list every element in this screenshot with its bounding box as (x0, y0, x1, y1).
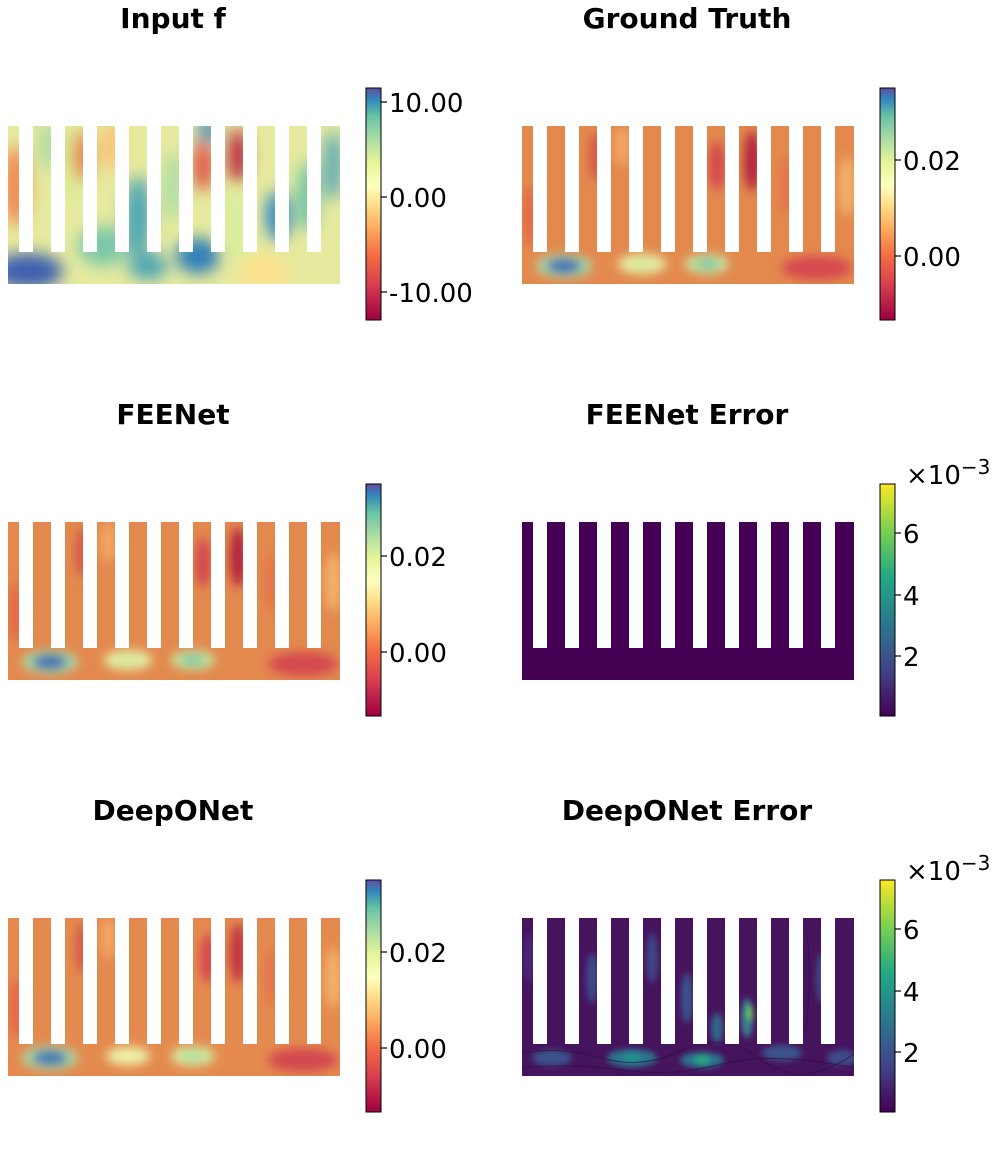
colorbar-input-f: 10.00 0.00 -10.00 (365, 87, 473, 321)
colorbar-deeponet: 0.02 0.00 (365, 879, 447, 1113)
cbar1-tick-0: 10.00 (389, 89, 463, 119)
cbar2-tick-0: 0.02 (903, 147, 961, 177)
cbar2-tick-1: 0.00 (903, 243, 961, 273)
cbar4-tick-2: 2 (903, 643, 920, 673)
title-input-f: Input f (120, 2, 226, 35)
colorbar-feenet: 0.02 0.00 (365, 483, 447, 717)
cbar6-tick-0: 6 (903, 916, 920, 946)
title-deeponet-error: DeepONet Error (561, 794, 813, 827)
cbar4-tick-0: 6 (903, 520, 920, 550)
cbar1-tick-2: -10.00 (389, 279, 473, 309)
plot-input-f (8, 126, 340, 284)
cbar1-tick-1: 0.00 (389, 184, 447, 214)
cbar6-tick-1: 4 (903, 978, 920, 1008)
cbar6-tick-2: 2 (903, 1039, 920, 1069)
svg-text:×10−3: ×10−3 (906, 456, 990, 491)
cbar4-exponent: ×10 (906, 461, 961, 491)
cbar4-exponent-power: −3 (961, 456, 990, 479)
cbar5-tick-1: 0.00 (389, 1035, 447, 1065)
title-ground-truth: Ground Truth (582, 2, 792, 35)
cbar3-tick-1: 0.00 (389, 639, 447, 669)
colorbar-feenet-error: ×10−3 6 4 2 (879, 456, 990, 717)
plot-deeponet-error (522, 918, 854, 1076)
svg-text:×10−3: ×10−3 (906, 852, 990, 887)
cbar5-tick-0: 0.02 (389, 939, 447, 969)
plot-ground-truth (522, 126, 854, 284)
cbar4-tick-1: 4 (903, 582, 920, 612)
colorbar-deeponet-error: ×10−3 6 4 2 (879, 852, 990, 1113)
title-feenet: FEENet (116, 398, 230, 431)
colorbar-ground-truth: 0.02 0.00 (879, 87, 961, 321)
plot-deeponet (8, 918, 340, 1076)
cbar3-tick-0: 0.02 (389, 543, 447, 573)
cbar6-exponent-power: −3 (961, 852, 990, 875)
plot-feenet-error (522, 522, 854, 680)
title-feenet-error: FEENet Error (585, 398, 789, 431)
cbar6-exponent: ×10 (906, 857, 961, 887)
plot-feenet (8, 522, 340, 680)
title-deeponet: DeepONet (92, 794, 254, 827)
